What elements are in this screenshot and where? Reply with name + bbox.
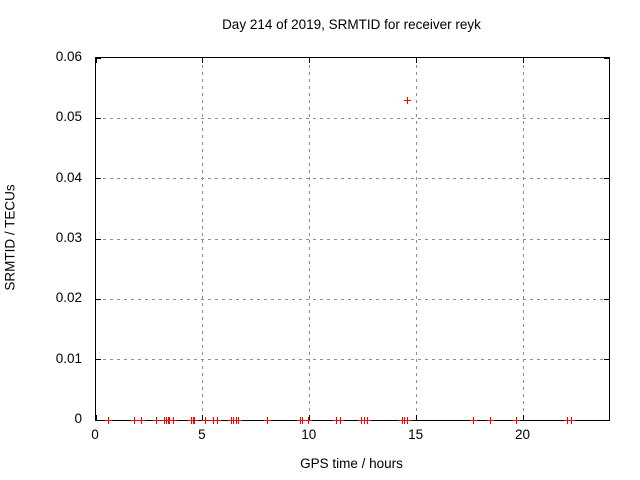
y-tick-mark <box>96 419 101 421</box>
grid-line-horizontal <box>96 117 609 119</box>
x-tick-mark <box>416 415 418 420</box>
y-tick-mark <box>604 359 609 361</box>
data-point-marker <box>130 416 138 424</box>
data-point-marker <box>404 96 412 104</box>
data-point-marker <box>486 416 494 424</box>
data-point-marker <box>263 416 271 424</box>
x-tick-mark <box>523 415 524 420</box>
data-point-marker <box>298 416 306 424</box>
data-point-marker <box>568 416 576 424</box>
data-point-marker <box>210 416 218 424</box>
data-point-marker <box>201 416 209 424</box>
x-tick-label: 0 <box>91 427 99 442</box>
data-point-marker <box>169 416 177 424</box>
y-tick-mark <box>604 117 609 119</box>
y-tick-label: 0.04 <box>55 169 82 185</box>
data-point-marker <box>166 416 174 424</box>
x-tick-mark <box>95 415 97 420</box>
data-point-marker <box>337 416 345 424</box>
y-tick-mark <box>604 178 609 180</box>
data-point-marker <box>214 416 222 424</box>
y-tick-mark <box>604 238 609 240</box>
data-point-marker <box>512 416 520 424</box>
y-tick-label: 0.06 <box>55 49 82 64</box>
plot-area <box>95 57 610 424</box>
y-tick-mark <box>604 57 609 59</box>
y-tick-label: 0 <box>74 411 82 426</box>
y-tick-mark <box>96 57 101 59</box>
grid-line-horizontal <box>96 298 609 300</box>
grid-line-horizontal <box>96 178 609 180</box>
data-point-marker <box>403 416 411 424</box>
data-point-marker <box>191 416 199 424</box>
data-point-marker <box>305 416 313 424</box>
data-point-marker <box>153 416 161 424</box>
y-tick-mark <box>96 117 101 119</box>
y-tick-label: 0.03 <box>55 230 82 245</box>
data-point-marker <box>469 416 477 424</box>
y-tick-mark <box>96 238 101 240</box>
y-tick-mark <box>604 298 609 300</box>
grid-line-horizontal <box>96 238 609 240</box>
y-tick-mark <box>96 178 101 180</box>
data-point-marker <box>105 416 113 424</box>
data-point-marker <box>138 416 146 424</box>
data-point-marker <box>363 416 371 424</box>
y-tick-label: 0.02 <box>55 290 82 306</box>
y-tick-mark <box>96 359 101 361</box>
x-axis-label: GPS time / hours <box>300 456 403 471</box>
grid-line-horizontal <box>96 359 609 361</box>
x-tick-mark <box>202 58 204 63</box>
x-tick-label: 20 <box>514 427 531 442</box>
x-tick-label: 5 <box>198 427 206 442</box>
x-tick-mark <box>309 58 311 63</box>
y-tick-mark <box>604 419 609 421</box>
data-point-marker <box>563 416 571 424</box>
data-point-marker <box>332 416 340 424</box>
x-tick-mark <box>523 58 524 63</box>
y-tick-mark <box>96 298 101 300</box>
x-tick-mark <box>416 58 418 63</box>
data-point-marker <box>234 416 242 424</box>
chart-title: Day 214 of 2019, SRMTID for receiver rey… <box>222 17 481 32</box>
x-tick-label: 10 <box>301 427 317 442</box>
y-tick-label: 0.05 <box>55 109 82 125</box>
x-tick-label: 15 <box>408 427 424 442</box>
x-tick-mark <box>95 58 97 63</box>
y-tick-label: 0.01 <box>55 350 82 366</box>
